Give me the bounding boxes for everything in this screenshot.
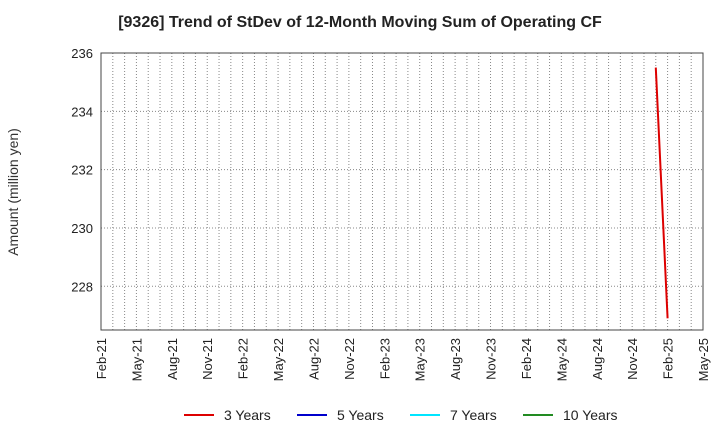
y-tick-label: 236 <box>71 46 93 61</box>
y-tick-label: 234 <box>71 104 93 119</box>
grid-layer <box>101 53 703 330</box>
legend-label-4: 10 Years <box>563 407 618 423</box>
plot-frame <box>100 52 704 331</box>
y-tick-label: 228 <box>71 279 93 294</box>
x-tick-label: Nov-23 <box>484 338 499 380</box>
y-tick-labels: 228 230 232 234 236 <box>71 46 93 294</box>
x-tick-label: May-22 <box>271 338 286 381</box>
chart-title: [9326] Trend of StDev of 12-Month Moving… <box>118 14 602 31</box>
x-tick-label: Feb-22 <box>236 338 251 379</box>
x-tick-label: Aug-23 <box>448 338 463 380</box>
y-tick-label: 230 <box>71 221 93 236</box>
y-axis-label: Amount (million yen) <box>5 128 21 256</box>
x-tick-label: Nov-24 <box>625 338 640 380</box>
x-tick-label: Nov-21 <box>200 338 215 380</box>
x-tick-label: Feb-21 <box>94 338 109 379</box>
x-tick-label: Feb-24 <box>519 338 534 379</box>
legend-label-2: 5 Years <box>337 407 384 423</box>
series-layer <box>654 67 669 319</box>
x-tick-label: Aug-22 <box>306 338 321 380</box>
x-tick-label: May-21 <box>129 338 144 381</box>
series-line-1 <box>654 67 669 319</box>
x-tick-label: May-24 <box>554 338 569 381</box>
x-tick-label: Feb-25 <box>661 338 676 379</box>
y-tick-label: 232 <box>71 163 93 178</box>
x-tick-label: Aug-21 <box>165 338 180 380</box>
x-tick-label: Feb-23 <box>377 338 392 379</box>
x-tick-label: May-25 <box>696 338 711 381</box>
legend-label-3: 7 Years <box>450 407 497 423</box>
x-tick-labels: Feb-21 May-21 Aug-21 Nov-21 Feb-22 May-22 Aug-… <box>94 338 711 381</box>
legend: 3 Years 5 Years 7 Years 10 Years <box>184 407 618 423</box>
legend-label-1: 3 Years <box>224 407 271 423</box>
x-tick-label: Nov-22 <box>342 338 357 380</box>
x-tick-label: Aug-24 <box>590 338 605 380</box>
x-tick-label: May-23 <box>413 338 428 381</box>
